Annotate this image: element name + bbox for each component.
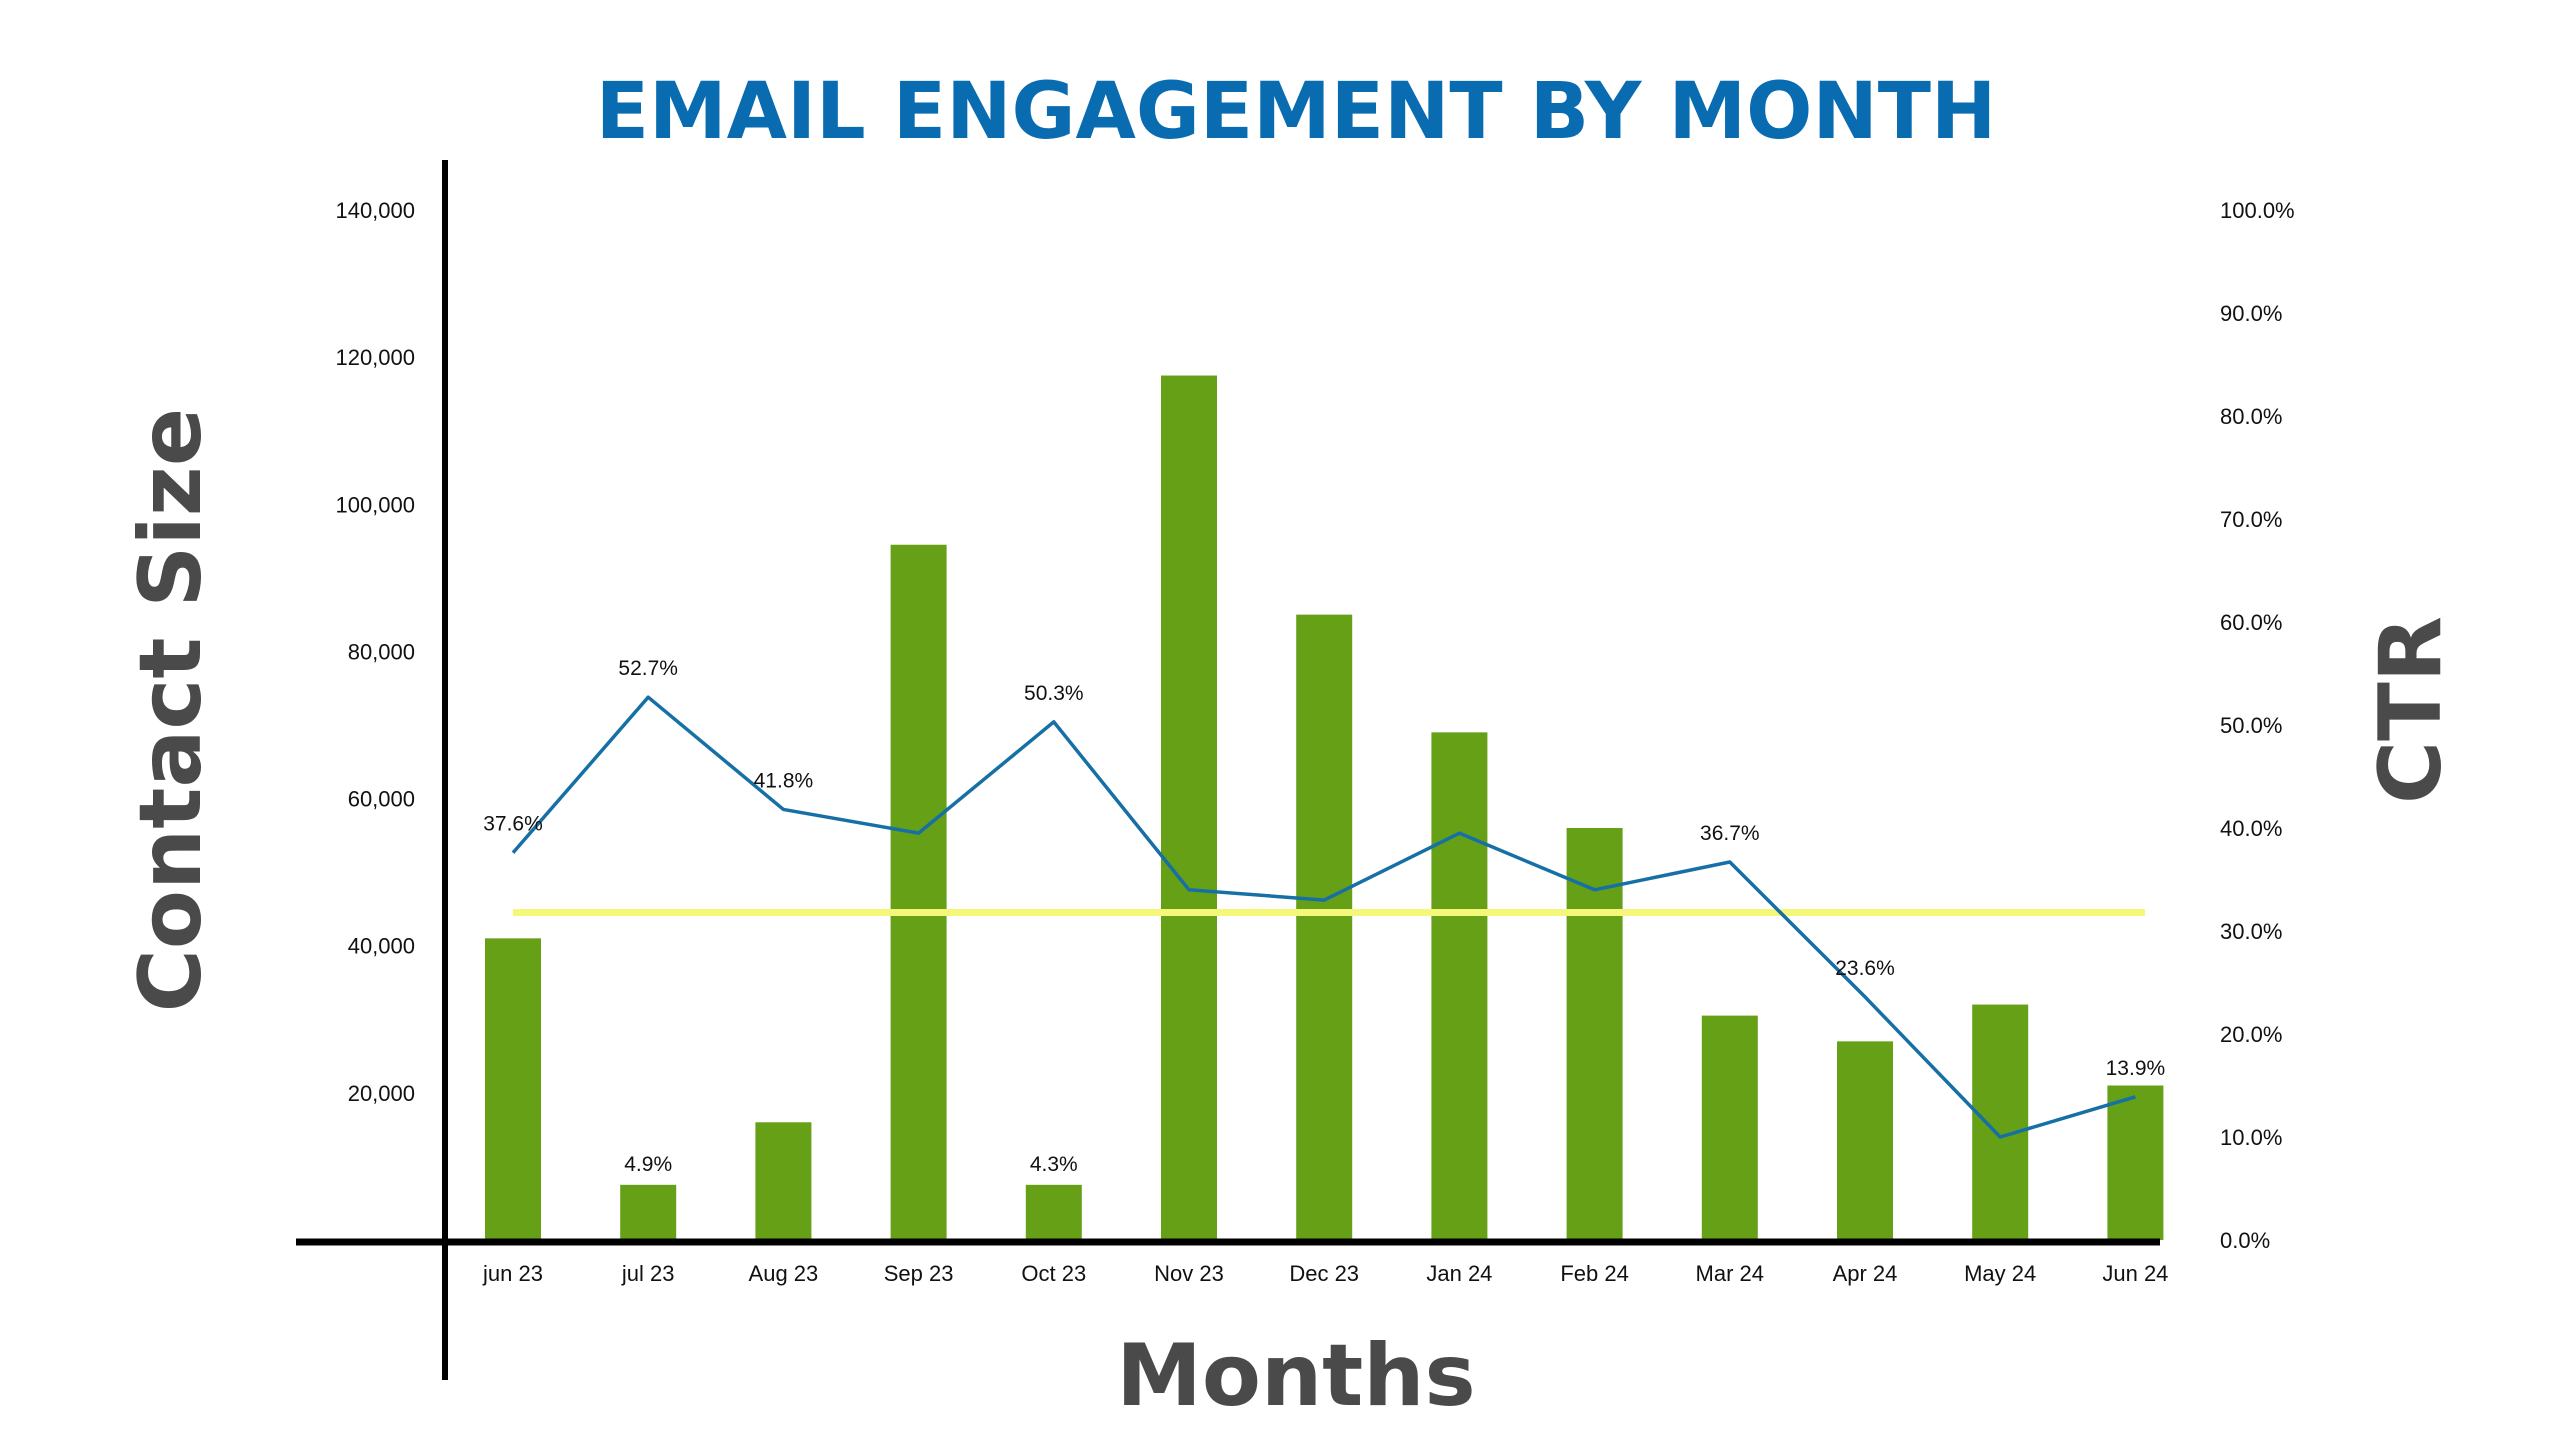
y2-tick-label: 30.0%	[2220, 919, 2282, 944]
y-tick-label: 120,000	[335, 345, 415, 370]
x-tick-label: Nov 23	[1154, 1261, 1224, 1286]
y-tick-label: 80,000	[348, 639, 415, 664]
y-tick-label: 60,000	[348, 787, 415, 812]
x-tick-labels: jun 23 jul 23 Aug 23 Sep 23 Oct 23 Nov 23 Dec …	[482, 1261, 2168, 1286]
bar-2	[755, 1122, 812, 1240]
bar-data-label: 4.3%	[1030, 1153, 1078, 1176]
ctr-data-label: 50.3%	[1024, 682, 1084, 705]
y2-tick-label: 60.0%	[2220, 610, 2282, 635]
x-tick-label: May 24	[1964, 1261, 2036, 1286]
bar-12	[2107, 1085, 2164, 1240]
y-tick-labels: 20,000 40,000 60,000 80,000 100,000 120,000 14…	[335, 198, 415, 1106]
chart-title: EMAIL ENGAGEMENT BY MONTH	[596, 67, 1996, 157]
x-tick-label: Jun 24	[2102, 1261, 2168, 1286]
bar-data-label: 4.9%	[624, 1153, 672, 1176]
y2-tick-label: 70.0%	[2220, 507, 2282, 532]
data-labels: 4.9% 4.3% 37.6% 52.7% 41.8% 50.3% 36.7% 23.6% 13…	[483, 657, 2165, 1176]
bar-4	[1025, 1184, 1082, 1240]
x-tick-label: Dec 23	[1289, 1261, 1359, 1286]
y-tick-label: 100,000	[335, 492, 415, 517]
x-tick-label: jul 23	[621, 1261, 675, 1286]
ctr-data-label: 23.6%	[1835, 957, 1895, 980]
y-tick-label: 40,000	[348, 934, 415, 959]
x-tick-label: Oct 23	[1021, 1261, 1086, 1286]
y2-tick-label: 10.0%	[2220, 1125, 2282, 1150]
ctr-data-label: 52.7%	[618, 657, 678, 680]
y2-tick-label: 50.0%	[2220, 713, 2282, 738]
ctr-line-series	[511, 695, 2136, 1139]
y-tick-label: 20,000	[348, 1081, 415, 1106]
ctr-data-label: 36.7%	[1700, 822, 1760, 845]
bar-0	[485, 938, 541, 1240]
bar-11	[1972, 1004, 2029, 1240]
ctr-data-label: 41.8%	[754, 769, 814, 792]
x-tick-label: Sep 23	[884, 1261, 954, 1286]
y2-tick-label: 100.0%	[2220, 198, 2295, 223]
y2-tick-label: 80.0%	[2220, 404, 2282, 429]
ctr-data-label: 37.6%	[483, 813, 543, 836]
y-tick-label: 140,000	[335, 198, 415, 223]
bar-8	[1566, 828, 1623, 1240]
x-tick-label: Feb 24	[1560, 1261, 1629, 1286]
bar-6	[1296, 614, 1353, 1240]
bar-7	[1431, 732, 1488, 1240]
bar-3	[890, 544, 947, 1240]
bar-9	[1701, 1015, 1758, 1240]
y2-tick-labels: 0.0% 10.0% 20.0% 30.0% 40.0% 50.0% 60.0% 70.0% 8…	[2220, 198, 2295, 1253]
x-tick-label: Mar 24	[1696, 1261, 1764, 1286]
bar-series	[485, 375, 2164, 1240]
y2-tick-label: 20.0%	[2220, 1022, 2282, 1047]
y2-tick-label: 90.0%	[2220, 301, 2282, 326]
x-tick-label: Apr 24	[1833, 1261, 1898, 1286]
x-tick-label: Aug 23	[749, 1261, 819, 1286]
x-tick-label: jun 23	[482, 1261, 543, 1286]
bar-1	[620, 1184, 677, 1240]
bar-5	[1161, 375, 1217, 1240]
x-axis-title: Months	[1116, 1326, 1475, 1426]
bar-10	[1837, 1041, 1893, 1240]
y2-tick-label: 0.0%	[2220, 1228, 2270, 1253]
y-axis-title: Contact Size	[121, 408, 221, 1012]
ctr-data-label: 13.9%	[2106, 1057, 2166, 1080]
y2-tick-label: 40.0%	[2220, 816, 2282, 841]
x-tick-label: Jan 24	[1426, 1261, 1492, 1286]
axes	[296, 160, 2160, 1380]
y2-axis-title: CTR	[2361, 616, 2461, 804]
